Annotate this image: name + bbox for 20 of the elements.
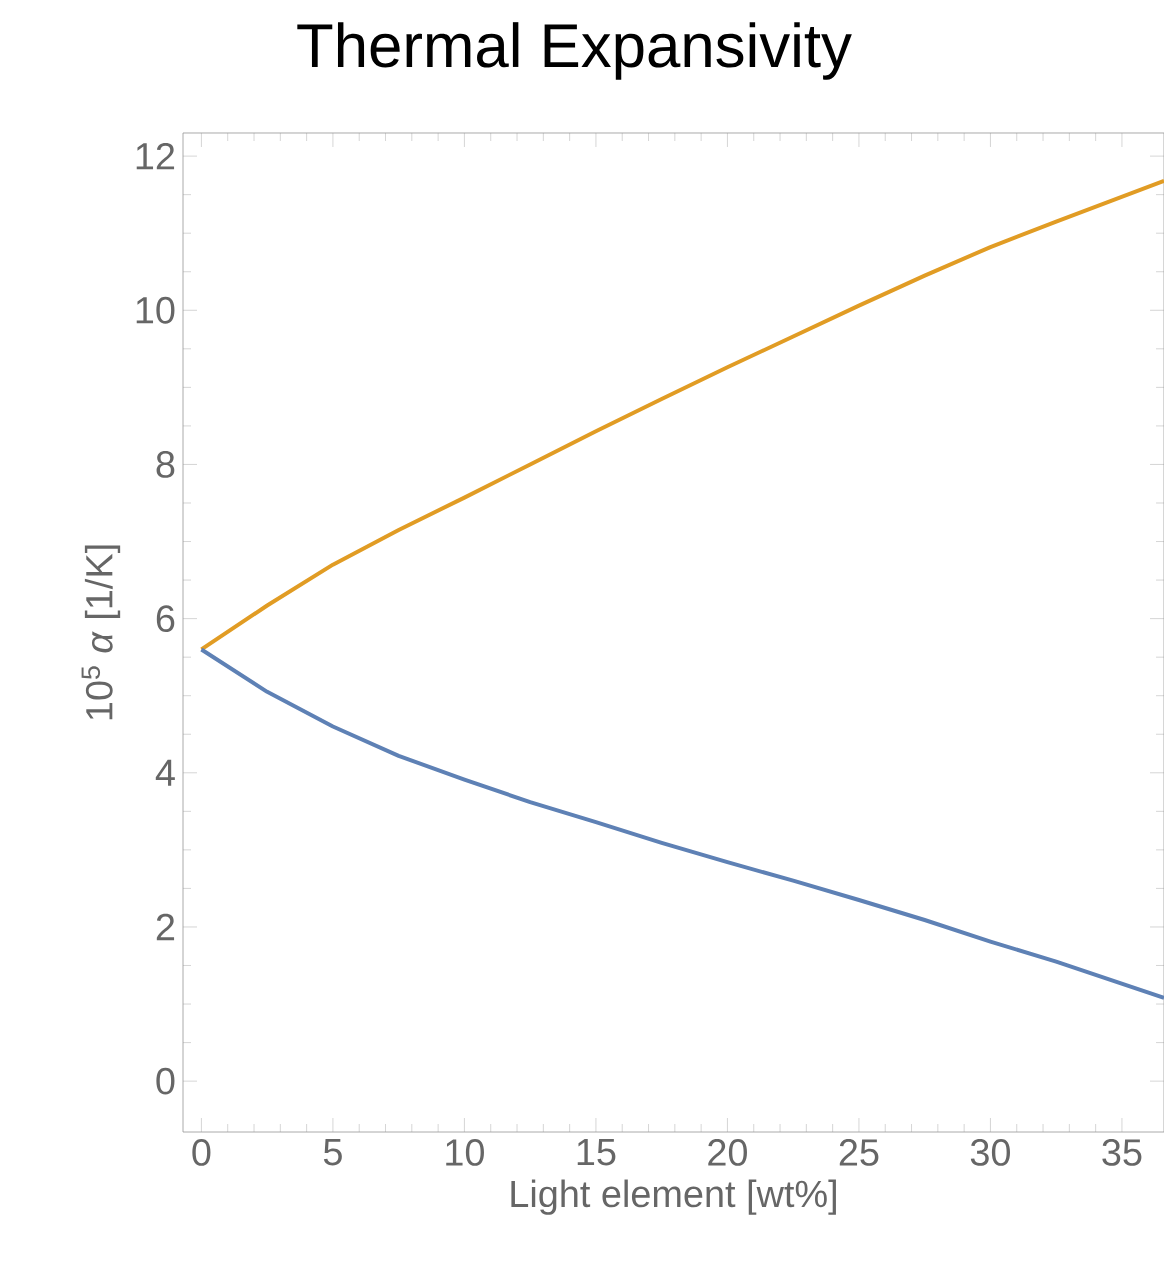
x-tick-label: 10 [446, 1139, 484, 1166]
x-tick-label: 25 [839, 1139, 879, 1166]
line-series [199, 178, 1164, 652]
chart-title: Thermal Expansivity [297, 22, 852, 80]
y-tick-label: 12 [136, 142, 175, 170]
x-tick-label: 20 [708, 1139, 747, 1166]
y-tick-label: 8 [156, 451, 175, 478]
y-tick-label: 2 [156, 913, 175, 941]
x-tick-label: 35 [1102, 1139, 1142, 1166]
y-axis-title: 10$^{5}$ α [1/K] [81, 545, 121, 720]
line-series [199, 647, 1164, 1000]
x-tick-label: 30 [970, 1139, 1010, 1166]
y-tick-label: 10 [136, 296, 175, 324]
x-tick-label: 0 [192, 1139, 211, 1166]
x-axis-title: Light element [wt%] [511, 1179, 836, 1215]
x-tick-label: 15 [577, 1139, 616, 1166]
x-tick-label: 5 [323, 1139, 342, 1166]
y-tick-label: 4 [155, 759, 175, 786]
y-tick-label: 0 [156, 1067, 175, 1095]
y-tick-label: 6 [156, 605, 175, 633]
